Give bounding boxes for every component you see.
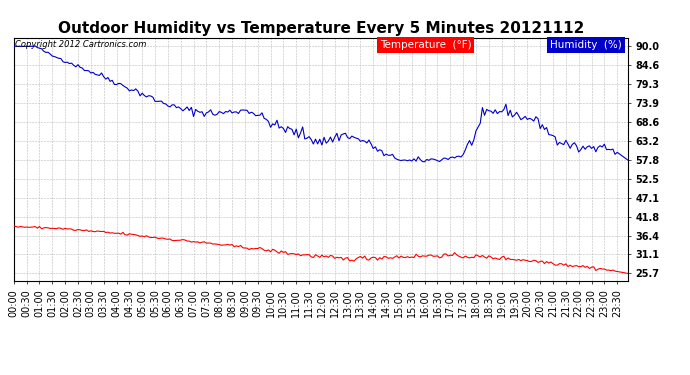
Text: Humidity  (%): Humidity (%) — [550, 40, 622, 50]
Text: Copyright 2012 Cartronics.com: Copyright 2012 Cartronics.com — [15, 40, 146, 49]
Title: Outdoor Humidity vs Temperature Every 5 Minutes 20121112: Outdoor Humidity vs Temperature Every 5 … — [58, 21, 584, 36]
Text: Temperature  (°F): Temperature (°F) — [380, 40, 471, 50]
